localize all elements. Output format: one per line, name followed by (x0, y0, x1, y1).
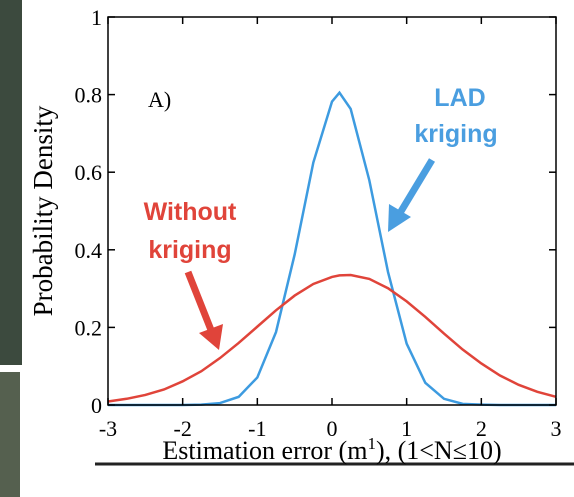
y-tick-label: 0 (91, 393, 102, 418)
arrow (184, 270, 223, 350)
annotation: Without (144, 198, 237, 226)
y-axis-label: Probability Density (28, 105, 58, 316)
line-series (107, 273, 557, 403)
x-tick-label: -1 (248, 416, 266, 441)
x-tick-label: -3 (99, 416, 117, 441)
y-tick-label: 0.6 (75, 160, 103, 185)
x-tick-label: 0 (327, 416, 338, 441)
x-tick-label: 1 (401, 416, 412, 441)
background-photo (0, 0, 22, 365)
y-tick-label: 1 (91, 5, 102, 30)
arrow (388, 158, 435, 232)
y-tick-label: 0.4 (75, 238, 103, 263)
x-axis-label-part: Estimation error (m (162, 436, 367, 465)
x-tick-label: 3 (551, 416, 562, 441)
annotation: kriging (148, 236, 231, 264)
x-tick-label: 2 (476, 416, 487, 441)
annotation: kriging (414, 120, 497, 148)
background-photo (0, 372, 20, 497)
x-axis-label: Estimation error (m1), (1<N≤10) (162, 434, 501, 465)
x-axis-label-superscript: 1 (367, 434, 376, 453)
annotation: LAD (434, 84, 485, 112)
x-tick-label: -2 (174, 416, 192, 441)
y-tick-label: 0.8 (75, 83, 103, 108)
y-tick-label: 0.2 (75, 315, 103, 340)
panel-label: A) (148, 87, 171, 112)
x-axis-label-part: ), (1<N≤10) (376, 436, 502, 465)
